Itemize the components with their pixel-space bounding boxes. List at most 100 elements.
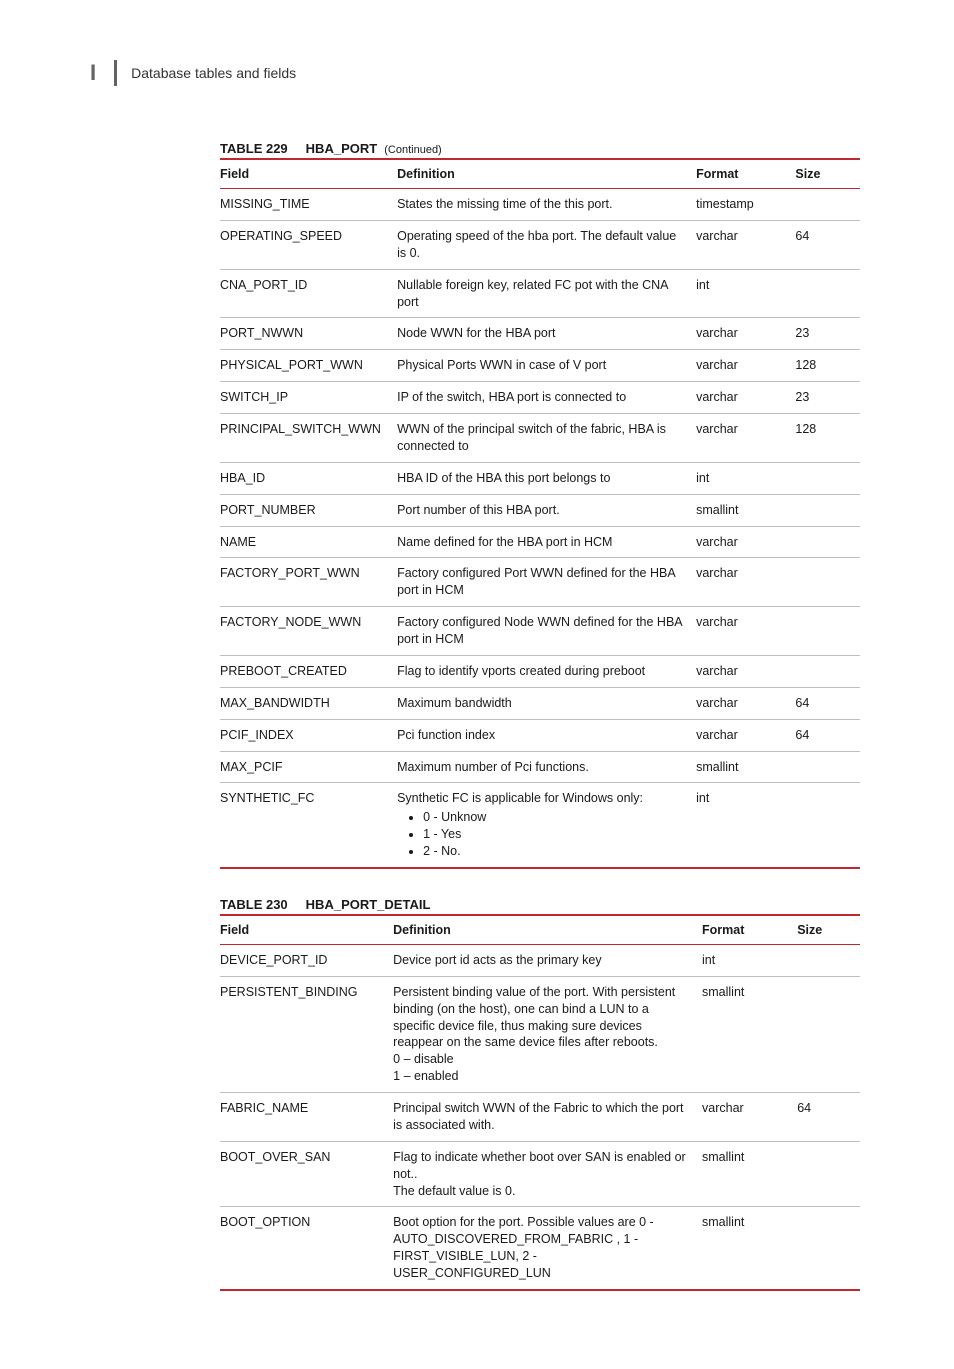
cell-size bbox=[795, 751, 860, 783]
table-caption: TABLE 230HBA_PORT_DETAIL bbox=[220, 897, 860, 912]
table-caption-title: HBA_PORT bbox=[306, 141, 378, 156]
table-header-cell: Format bbox=[696, 159, 795, 189]
cell-format: int bbox=[702, 944, 797, 976]
cell-definition: Physical Ports WWN in case of V port bbox=[397, 350, 696, 382]
table-header-cell: Field bbox=[220, 159, 397, 189]
cell-size: 128 bbox=[795, 414, 860, 463]
cell-definition: Maximum bandwidth bbox=[397, 687, 696, 719]
table-spacer bbox=[90, 1291, 864, 1309]
definition-line: Maximum number of Pci functions. bbox=[397, 760, 589, 774]
definition-line: Pci function index bbox=[397, 728, 495, 742]
cell-size bbox=[795, 558, 860, 607]
definition-line: 1 – enabled bbox=[393, 1069, 458, 1083]
cell-format: varchar bbox=[696, 414, 795, 463]
cell-format: varchar bbox=[696, 655, 795, 687]
cell-format: varchar bbox=[696, 350, 795, 382]
table-header-row: FieldDefinitionFormatSize bbox=[220, 159, 860, 189]
cell-size bbox=[795, 783, 860, 868]
definition-line: 0 – disable bbox=[393, 1052, 453, 1066]
table-header-cell: Field bbox=[220, 915, 393, 945]
cell-format: int bbox=[696, 783, 795, 868]
table-caption: TABLE 229 HBA_PORT (Continued) bbox=[220, 141, 860, 156]
cell-definition: WWN of the principal switch of the fabri… bbox=[397, 414, 696, 463]
definition-line: Name defined for the HBA port in HCM bbox=[397, 535, 612, 549]
page-header: I Database tables and fields bbox=[90, 60, 864, 86]
table-row: PERSISTENT_BINDINGPersistent binding val… bbox=[220, 976, 860, 1092]
cell-size bbox=[797, 1207, 860, 1290]
definition-line: Factory configured Port WWN defined for … bbox=[397, 566, 675, 597]
cell-size bbox=[795, 526, 860, 558]
table-caption-number: TABLE 229 bbox=[220, 141, 288, 156]
definition-line: Nullable foreign key, related FC pot wit… bbox=[397, 278, 668, 309]
table-caption-continued: (Continued) bbox=[381, 144, 442, 156]
cell-size bbox=[797, 944, 860, 976]
cell-format: varchar bbox=[702, 1093, 797, 1142]
cell-format: timestamp bbox=[696, 189, 795, 221]
definition-bullet: 1 - Yes bbox=[423, 826, 688, 843]
definition-line: Node WWN for the HBA port bbox=[397, 326, 555, 340]
cell-field: PCIF_INDEX bbox=[220, 719, 397, 751]
cell-definition: HBA ID of the HBA this port belongs to bbox=[397, 462, 696, 494]
cell-size: 23 bbox=[795, 318, 860, 350]
table-caption-wrap: TABLE 230HBA_PORT_DETAIL bbox=[220, 897, 860, 912]
cell-format: int bbox=[696, 462, 795, 494]
cell-field: MAX_BANDWIDTH bbox=[220, 687, 397, 719]
cell-field: BOOT_OVER_SAN bbox=[220, 1141, 393, 1207]
cell-field: CNA_PORT_ID bbox=[220, 269, 397, 318]
definition-line: States the missing time of the this port… bbox=[397, 197, 612, 211]
definition-line: The default value is 0. bbox=[393, 1184, 515, 1198]
cell-definition: Name defined for the HBA port in HCM bbox=[397, 526, 696, 558]
cell-field: OPERATING_SPEED bbox=[220, 220, 397, 269]
table-row: OPERATING_SPEEDOperating speed of the hb… bbox=[220, 220, 860, 269]
definition-line: Port number of this HBA port. bbox=[397, 503, 560, 517]
definition-line: Flag to indicate whether boot over SAN i… bbox=[393, 1150, 686, 1181]
cell-definition: Nullable foreign key, related FC pot wit… bbox=[397, 269, 696, 318]
cell-size: 64 bbox=[795, 220, 860, 269]
cell-definition: Operating speed of the hba port. The def… bbox=[397, 220, 696, 269]
cell-format: int bbox=[696, 269, 795, 318]
definition-line: Physical Ports WWN in case of V port bbox=[397, 358, 606, 372]
table-row: PREBOOT_CREATEDFlag to identify vports c… bbox=[220, 655, 860, 687]
cell-size bbox=[795, 607, 860, 656]
table-row: SWITCH_IPIP of the switch, HBA port is c… bbox=[220, 382, 860, 414]
table-row: MAX_BANDWIDTHMaximum bandwidthvarchar64 bbox=[220, 687, 860, 719]
table-row: PHYSICAL_PORT_WWNPhysical Ports WWN in c… bbox=[220, 350, 860, 382]
table-row: FACTORY_NODE_WWNFactory configured Node … bbox=[220, 607, 860, 656]
cell-definition: IP of the switch, HBA port is connected … bbox=[397, 382, 696, 414]
table-row: HBA_IDHBA ID of the HBA this port belong… bbox=[220, 462, 860, 494]
table-row: PCIF_INDEXPci function indexvarchar64 bbox=[220, 719, 860, 751]
cell-definition: Factory configured Node WWN defined for … bbox=[397, 607, 696, 656]
cell-field: MISSING_TIME bbox=[220, 189, 397, 221]
table-row: PORT_NWWNNode WWN for the HBA portvarcha… bbox=[220, 318, 860, 350]
definition-line: Maximum bandwidth bbox=[397, 696, 512, 710]
cell-definition: Principal switch WWN of the Fabric to wh… bbox=[393, 1093, 702, 1142]
cell-size bbox=[795, 462, 860, 494]
table-row: NAMEName defined for the HBA port in HCM… bbox=[220, 526, 860, 558]
table-caption-wrap: TABLE 229 HBA_PORT (Continued) bbox=[220, 141, 860, 156]
cell-field: PORT_NUMBER bbox=[220, 494, 397, 526]
table-row: CNA_PORT_IDNullable foreign key, related… bbox=[220, 269, 860, 318]
definition-line: WWN of the principal switch of the fabri… bbox=[397, 422, 666, 453]
table-row: PORT_NUMBERPort number of this HBA port.… bbox=[220, 494, 860, 526]
cell-field: MAX_PCIF bbox=[220, 751, 397, 783]
cell-size bbox=[795, 269, 860, 318]
definition-bullet: 0 - Unknow bbox=[423, 809, 688, 826]
cell-size bbox=[797, 976, 860, 1092]
table-row: PRINCIPAL_SWITCH_WWNWWN of the principal… bbox=[220, 414, 860, 463]
cell-size bbox=[795, 494, 860, 526]
cell-size: 128 bbox=[795, 350, 860, 382]
cell-format: varchar bbox=[696, 558, 795, 607]
definition-line: Persistent binding value of the port. Wi… bbox=[393, 985, 675, 1050]
cell-format: varchar bbox=[696, 382, 795, 414]
table-caption-title: HBA_PORT_DETAIL bbox=[306, 897, 431, 912]
cell-format: varchar bbox=[696, 607, 795, 656]
table-header-cell: Size bbox=[795, 159, 860, 189]
cell-field: PHYSICAL_PORT_WWN bbox=[220, 350, 397, 382]
page-header-title: Database tables and fields bbox=[131, 65, 296, 81]
table-header-cell: Definition bbox=[397, 159, 696, 189]
header-divider bbox=[114, 60, 117, 86]
cell-field: FACTORY_PORT_WWN bbox=[220, 558, 397, 607]
cell-field: FACTORY_NODE_WWN bbox=[220, 607, 397, 656]
cell-format: varchar bbox=[696, 687, 795, 719]
cell-definition: Boot option for the port. Possible value… bbox=[393, 1207, 702, 1290]
